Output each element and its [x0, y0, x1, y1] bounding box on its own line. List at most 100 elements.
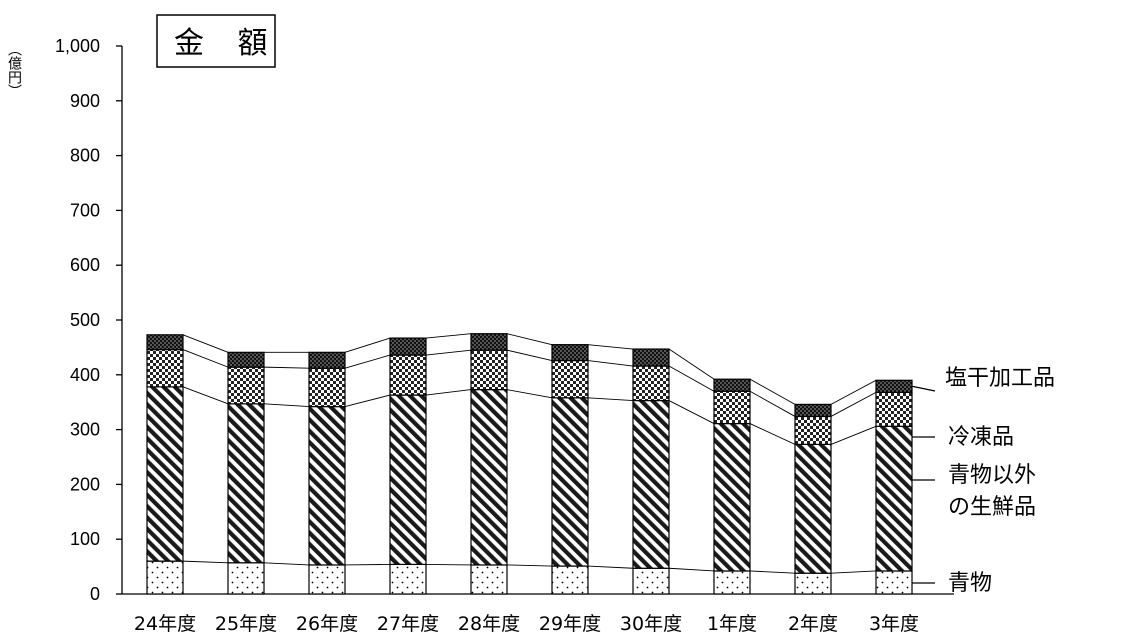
- legend-label: 青物以外: [948, 463, 1036, 488]
- bar-segment-4: [875, 379, 913, 393]
- connector-lines: [182, 333, 877, 574]
- bar-segment-2: [794, 443, 832, 574]
- bars: [146, 333, 913, 595]
- connector-line: [182, 560, 229, 564]
- bar-segment-1: [470, 564, 508, 595]
- bar-segment-3: [632, 365, 670, 402]
- bar-segment-1: [227, 562, 265, 595]
- bar-segment-2: [389, 394, 427, 566]
- connector-line: [425, 349, 472, 356]
- bar-segment-4: [713, 378, 751, 392]
- connector-line: [749, 378, 796, 405]
- legend-label: 冷凍品: [948, 425, 1014, 450]
- y-tick-label: 600: [70, 255, 100, 275]
- bar-segment-2: [551, 397, 589, 567]
- x-category-label: 2年度: [788, 613, 838, 635]
- connector-line: [749, 390, 796, 417]
- bar-segment-3: [470, 349, 508, 391]
- connector-line: [830, 425, 877, 445]
- connector-line: [830, 570, 877, 574]
- legend-label: 塩干加工品: [945, 366, 1055, 391]
- bar-segment-2: [146, 386, 184, 562]
- connector-line: [263, 366, 310, 369]
- connector-line: [587, 565, 634, 569]
- bar-segment-4: [308, 351, 346, 369]
- x-category-label: 25年度: [215, 613, 277, 635]
- y-tick-label: 0: [90, 584, 100, 604]
- y-tick-label: 700: [70, 200, 100, 220]
- y-tick-label: 200: [70, 474, 100, 494]
- bar-segment-2: [227, 403, 265, 564]
- bar-segment-3: [875, 391, 913, 427]
- bar-segment-1: [875, 570, 913, 595]
- x-category-label: 3年度: [869, 613, 919, 635]
- connector-line: [506, 564, 553, 567]
- legend-label: の生鮮品: [948, 495, 1036, 520]
- x-category-label: 26年度: [296, 613, 358, 635]
- x-category-label: 29年度: [539, 613, 601, 635]
- y-tick-label: 500: [70, 310, 100, 330]
- bar-segment-4: [632, 348, 670, 367]
- bar-segment-3: [308, 367, 346, 408]
- connector-line: [749, 570, 796, 574]
- y-tick-label: 900: [70, 91, 100, 111]
- connector-line: [506, 333, 553, 346]
- title-box: [156, 14, 276, 68]
- y-tick-label: 400: [70, 365, 100, 385]
- x-category-label: 30年度: [620, 613, 682, 635]
- connector-line: [506, 389, 553, 399]
- connector-line: [668, 400, 715, 424]
- connector-line: [425, 389, 472, 396]
- bar-segment-4: [227, 351, 265, 368]
- bar-segment-1: [551, 565, 589, 595]
- connector-line: [344, 354, 391, 369]
- connector-line: [506, 349, 553, 361]
- legend-label: 青物: [948, 571, 992, 596]
- connector-line: [182, 334, 229, 353]
- bar-segment-1: [713, 570, 751, 595]
- y-axis-unit: （億円）: [6, 42, 22, 98]
- connector-line: [830, 379, 877, 405]
- connector-line: [344, 337, 391, 353]
- legend-leader: [911, 385, 936, 392]
- connector-line: [668, 348, 715, 380]
- x-category-label: 27年度: [377, 613, 439, 635]
- bar-segment-2: [632, 399, 670, 569]
- bar-segment-4: [470, 333, 508, 351]
- connector-line: [668, 365, 715, 392]
- y-tick-label: 800: [70, 146, 100, 166]
- connector-line: [344, 394, 391, 408]
- bar-segment-4: [389, 337, 427, 356]
- bar-segment-4: [551, 344, 589, 362]
- connector-line: [587, 360, 634, 367]
- bar-segment-3: [551, 359, 589, 399]
- y-tick-label: 1,000: [55, 36, 100, 56]
- connector-line: [587, 344, 634, 350]
- connector-line: [830, 391, 877, 417]
- connector-line: [263, 403, 310, 408]
- y-tick-label: 100: [70, 529, 100, 549]
- connector-line: [182, 386, 229, 405]
- bar-segment-1: [308, 564, 346, 595]
- bar-segment-1: [632, 567, 670, 595]
- connector-line: [182, 349, 229, 368]
- y-tick-label: 300: [70, 420, 100, 440]
- connector-line: [263, 562, 310, 566]
- chart-title: 金 額: [174, 26, 280, 61]
- connector-line: [425, 333, 472, 339]
- bar-segment-3: [389, 354, 427, 396]
- bar-segment-1: [794, 572, 832, 595]
- connector-line: [425, 563, 472, 566]
- connector-line: [344, 563, 391, 566]
- bar-segment-3: [146, 348, 184, 388]
- x-category-label: 24年度: [134, 613, 196, 635]
- bar-segment-3: [794, 415, 832, 445]
- bar-segment-1: [389, 563, 427, 595]
- bar-segment-1: [146, 560, 184, 595]
- connector-line: [668, 567, 715, 572]
- bar-segment-2: [470, 388, 508, 566]
- connector-line: [587, 397, 634, 402]
- x-category-label: 1年度: [707, 613, 757, 635]
- x-category-label: 28年度: [458, 613, 520, 635]
